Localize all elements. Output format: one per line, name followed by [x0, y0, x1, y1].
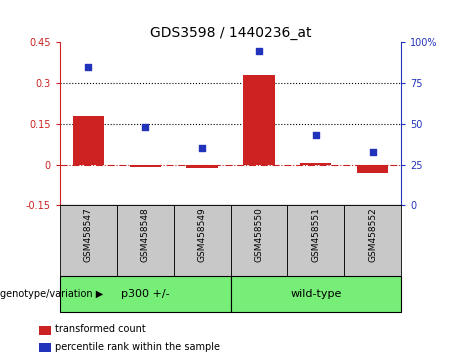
Text: wild-type: wild-type — [290, 289, 342, 299]
Text: p300 +/-: p300 +/- — [121, 289, 170, 299]
Bar — [344, 205, 401, 276]
Bar — [230, 276, 401, 312]
Bar — [287, 205, 344, 276]
Text: GSM458551: GSM458551 — [311, 207, 320, 262]
Text: GSM458552: GSM458552 — [368, 207, 377, 262]
Bar — [243, 75, 275, 165]
Text: GSM458550: GSM458550 — [254, 207, 263, 262]
Text: genotype/variation ▶: genotype/variation ▶ — [0, 289, 103, 299]
Text: GSM458548: GSM458548 — [141, 207, 150, 262]
Point — [85, 64, 92, 70]
Bar — [230, 205, 287, 276]
Text: transformed count: transformed count — [55, 324, 146, 334]
Title: GDS3598 / 1440236_at: GDS3598 / 1440236_at — [150, 26, 311, 40]
Bar — [300, 163, 331, 165]
Bar — [130, 165, 161, 167]
Bar — [186, 165, 218, 168]
Bar — [73, 116, 104, 165]
Text: GSM458547: GSM458547 — [84, 207, 93, 262]
Point — [312, 132, 319, 138]
Bar — [357, 165, 388, 173]
Point — [255, 48, 263, 53]
Point — [369, 149, 376, 154]
Bar — [60, 205, 117, 276]
Text: percentile rank within the sample: percentile rank within the sample — [55, 342, 220, 352]
Bar — [117, 205, 174, 276]
Bar — [60, 276, 230, 312]
Point — [142, 124, 149, 130]
Bar — [174, 205, 230, 276]
Text: GSM458549: GSM458549 — [198, 207, 207, 262]
Point — [198, 145, 206, 151]
